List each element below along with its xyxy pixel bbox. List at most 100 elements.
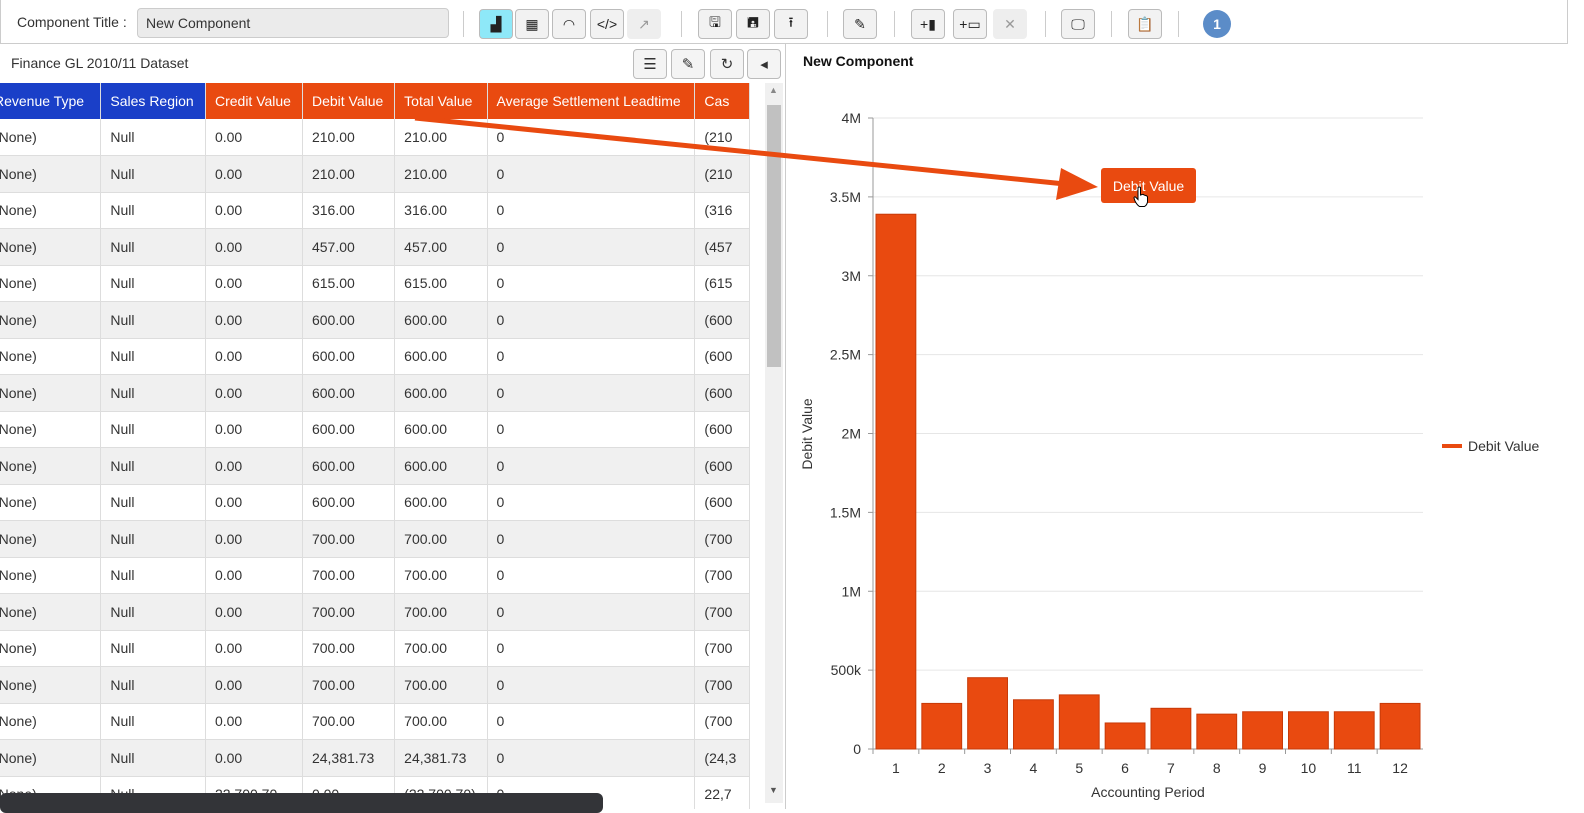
- table-cell: Null: [100, 228, 206, 266]
- table-cell: (None): [0, 484, 102, 521]
- y-tick-label: 1.5M: [830, 504, 861, 520]
- table-cell: 0: [487, 520, 696, 558]
- horizontal-scrollbar[interactable]: [0, 793, 603, 813]
- table-cell: 0: [487, 630, 696, 667]
- table-cell: (700: [694, 593, 750, 631]
- y-tick-label: 500k: [831, 662, 862, 678]
- column-header[interactable]: Total Value: [394, 83, 488, 119]
- column-header[interactable]: Debit Value: [302, 83, 396, 119]
- column-header[interactable]: Cas: [694, 83, 750, 119]
- column-header[interactable]: Revenue Type: [0, 83, 102, 119]
- table-cell: 615.00: [302, 265, 396, 302]
- save-as-button[interactable]: 🖪: [736, 9, 770, 39]
- table-cell: 0: [487, 411, 696, 448]
- vertical-scrollbar[interactable]: ▲ ▼: [765, 83, 783, 803]
- table-cell: 600.00: [394, 484, 488, 521]
- table-cell: 210.00: [302, 155, 396, 193]
- table-cell: (700: [694, 666, 750, 704]
- table-cell: Null: [100, 119, 206, 156]
- component-title-label: Component Title :: [17, 14, 127, 30]
- code-view-button[interactable]: </>: [590, 9, 624, 39]
- table-cell: 316.00: [394, 192, 488, 229]
- table-cell: (None): [0, 630, 102, 667]
- table-cell: 0.00: [205, 411, 303, 448]
- y-tick-label: 3M: [842, 268, 861, 284]
- x-tick-label: 7: [1167, 760, 1175, 776]
- column-header[interactable]: Average Settlement Leadtime: [487, 83, 696, 119]
- save-icon: 🖫: [709, 14, 721, 30]
- close-button[interactable]: ✕: [993, 9, 1027, 39]
- table-cell: 600.00: [394, 447, 488, 485]
- caret-left-icon: ◂: [760, 56, 768, 73]
- add-folder-button[interactable]: +▭: [953, 9, 987, 39]
- scroll-down-icon[interactable]: ▼: [769, 785, 778, 795]
- edit-document-button[interactable]: ✎: [843, 9, 877, 39]
- clipboard-button[interactable]: 📋: [1128, 9, 1162, 39]
- bar: [1333, 711, 1375, 750]
- collapse-button[interactable]: ◂: [747, 49, 781, 79]
- open-external-button[interactable]: ↗: [627, 9, 661, 39]
- y-tick-label: 3.5M: [830, 189, 861, 205]
- divider: [1111, 11, 1112, 37]
- notification-badge[interactable]: 1: [1203, 10, 1231, 38]
- code-icon: </>: [596, 16, 618, 32]
- x-tick-label: 3: [984, 760, 992, 776]
- refresh-button[interactable]: ↻: [710, 49, 744, 79]
- bar: [1150, 707, 1192, 750]
- component-title-input[interactable]: [137, 8, 449, 38]
- list-button[interactable]: ☰: [633, 49, 667, 79]
- bar: [1196, 713, 1238, 750]
- scroll-up-icon[interactable]: ▲: [769, 85, 778, 95]
- table-cell: (210: [694, 119, 750, 156]
- table-cell: Null: [100, 557, 206, 594]
- grid-icon: ▦: [525, 15, 539, 32]
- column-header[interactable]: Sales Region: [100, 83, 206, 119]
- upload-button[interactable]: ⭱: [774, 9, 808, 39]
- table-cell: (None): [0, 228, 102, 266]
- y-axis-label: Debit Value: [799, 398, 815, 470]
- table-cell: (600: [694, 374, 750, 412]
- edit-button[interactable]: ✎: [671, 49, 705, 79]
- close-icon: ✕: [1004, 15, 1016, 32]
- present-button[interactable]: 🖵: [1061, 9, 1095, 39]
- save-button[interactable]: 🖫: [698, 9, 732, 39]
- dragged-field-label[interactable]: Debit Value: [1101, 168, 1196, 203]
- bar: [1058, 694, 1100, 750]
- bar: [967, 677, 1009, 750]
- chart-view-button[interactable]: ▟: [479, 9, 513, 39]
- data-grid: Revenue Type Sales Region Credit Value Debi…: [0, 83, 765, 809]
- column-header[interactable]: Credit Value: [205, 83, 303, 119]
- table-cell: 210.00: [394, 155, 488, 193]
- table-cell: 457.00: [302, 228, 396, 266]
- table-cell: 0.00: [205, 703, 303, 740]
- table-cell: (None): [0, 593, 102, 631]
- chart-panel: New Component 0 500k 1M 1.5M 2M 2.5M 3M 3.5M 4M 1…: [785, 44, 1568, 809]
- table-cell: Null: [100, 703, 206, 740]
- table-cell: Null: [100, 520, 206, 558]
- table-view-button[interactable]: ▦: [515, 9, 549, 39]
- add-chart-button[interactable]: +▮: [911, 9, 945, 39]
- table-cell: 0: [487, 557, 696, 594]
- table-cell: 700.00: [394, 630, 488, 667]
- scrollbar-thumb[interactable]: [767, 105, 781, 367]
- gauge-view-button[interactable]: ◠: [552, 9, 586, 39]
